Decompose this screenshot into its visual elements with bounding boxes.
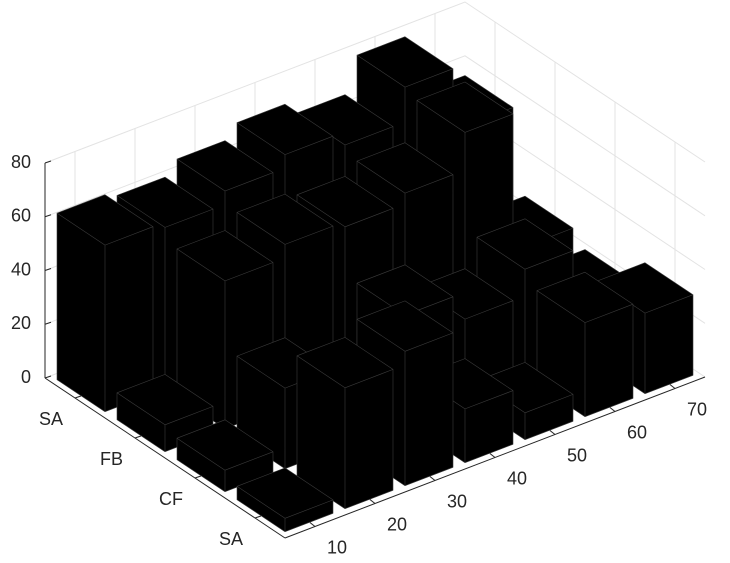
x-tick-label: 70 <box>687 399 707 419</box>
x-tick-label: 30 <box>447 491 467 511</box>
x-tick-label: 50 <box>567 445 587 465</box>
z-tick <box>44 214 52 218</box>
x-tick <box>609 407 616 412</box>
y-tick <box>254 515 262 519</box>
x-tick <box>429 476 436 481</box>
bar <box>56 194 154 412</box>
y-tick <box>134 435 142 439</box>
x-tick <box>369 499 376 504</box>
grid-line <box>44 1 706 164</box>
x-tick <box>489 453 496 458</box>
bar <box>236 467 334 532</box>
z-tick-label: 60 <box>11 206 31 226</box>
x-tick <box>309 522 316 527</box>
y-tick-label: SA <box>219 529 243 549</box>
y-tick-label: CF <box>159 489 183 509</box>
y-tick-label: FB <box>100 449 123 469</box>
z-tick-label: 40 <box>11 259 31 279</box>
z-tick-label: 80 <box>11 152 31 172</box>
z-tick <box>44 321 52 325</box>
x-tick-label: 20 <box>387 514 407 534</box>
z-tick-label: 0 <box>21 367 31 387</box>
x-tick-label: 60 <box>627 422 647 442</box>
y-tick <box>74 395 82 399</box>
x-tick-label: 10 <box>327 537 347 557</box>
z-tick <box>44 268 52 271</box>
z-tick-label: 20 <box>11 313 31 333</box>
z-tick <box>44 375 52 379</box>
axis-line <box>44 377 286 539</box>
bar <box>296 337 394 509</box>
x-tick <box>669 384 676 389</box>
x-tick <box>549 430 556 435</box>
y-tick <box>194 475 202 479</box>
y-tick-label: SA <box>39 409 63 429</box>
x-tick-label: 40 <box>507 468 527 488</box>
z-tick <box>44 160 52 164</box>
